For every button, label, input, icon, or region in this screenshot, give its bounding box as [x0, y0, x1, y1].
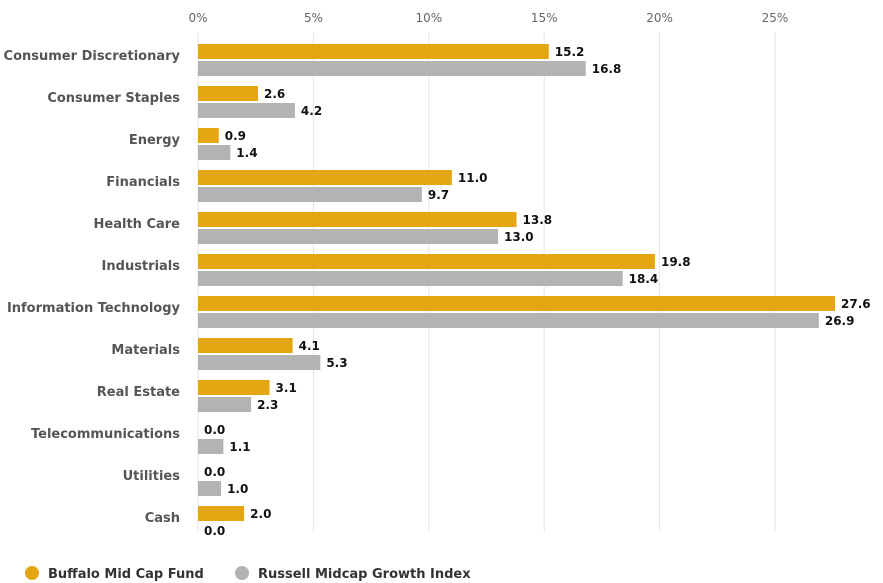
- bar-buffalo-mid-cap-fund-cash: [198, 506, 245, 521]
- legend-swatch-buffalo-mid-cap-fund: [25, 566, 39, 580]
- bar-russell-midcap-growth-index-information-technology: [198, 313, 819, 328]
- legend-label-russell-midcap-growth-index[interactable]: Russell Midcap Growth Index: [258, 567, 471, 582]
- data-label-russell-midcap-growth-index-consumer-staples: 4.2: [301, 104, 322, 118]
- category-label-industrials: Industrials: [102, 259, 181, 274]
- legend-swatch-russell-midcap-growth-index: [235, 566, 249, 580]
- category-label-materials: Materials: [111, 343, 180, 358]
- bar-russell-midcap-growth-index-consumer-staples: [198, 103, 295, 118]
- data-label-buffalo-mid-cap-fund-utilities: 0.0: [204, 465, 225, 479]
- bar-buffalo-mid-cap-fund-information-technology: [198, 296, 835, 311]
- data-label-buffalo-mid-cap-fund-consumer-staples: 2.6: [264, 87, 285, 101]
- data-label-buffalo-mid-cap-fund-information-technology: 27.6: [841, 297, 871, 311]
- bar-russell-midcap-growth-index-financials: [198, 187, 422, 202]
- bar-buffalo-mid-cap-fund-health-care: [198, 212, 517, 227]
- data-label-buffalo-mid-cap-fund-real-estate: 3.1: [276, 381, 297, 395]
- bars: [198, 44, 835, 521]
- data-label-buffalo-mid-cap-fund-cash: 2.0: [250, 507, 271, 521]
- category-label-consumer-staples: Consumer Staples: [47, 91, 180, 106]
- bar-russell-midcap-growth-index-health-care: [198, 229, 499, 244]
- bar-buffalo-mid-cap-fund-financials: [198, 170, 452, 185]
- data-label-russell-midcap-growth-index-utilities: 1.0: [227, 482, 248, 496]
- data-label-russell-midcap-growth-index-energy: 1.4: [236, 146, 257, 160]
- bar-russell-midcap-growth-index-energy: [198, 145, 231, 160]
- bar-buffalo-mid-cap-fund-real-estate: [198, 380, 270, 395]
- category-axis: Consumer Discretionary Consumer Staples En…: [4, 49, 181, 526]
- legend: Buffalo Mid Cap Fund Russell Midcap Growt…: [25, 566, 471, 582]
- data-label-buffalo-mid-cap-fund-financials: 11.0: [458, 171, 488, 185]
- bar-buffalo-mid-cap-fund-energy: [198, 128, 219, 143]
- category-label-energy: Energy: [129, 133, 181, 148]
- data-label-buffalo-mid-cap-fund-consumer-discretionary: 15.2: [555, 45, 585, 59]
- data-label-russell-midcap-growth-index-health-care: 13.0: [504, 230, 534, 244]
- category-label-consumer-discretionary: Consumer Discretionary: [4, 49, 181, 64]
- value-axis: 0% 5% 10% 15% 20% 25%: [188, 11, 788, 25]
- category-label-information-technology: Information Technology: [7, 301, 181, 316]
- data-label-buffalo-mid-cap-fund-telecommunications: 0.0: [204, 423, 225, 437]
- category-label-utilities: Utilities: [123, 469, 181, 484]
- category-label-financials: Financials: [106, 175, 180, 190]
- data-label-buffalo-mid-cap-fund-materials: 4.1: [299, 339, 320, 353]
- data-label-russell-midcap-growth-index-consumer-discretionary: 16.8: [592, 62, 622, 76]
- bar-russell-midcap-growth-index-utilities: [198, 481, 222, 496]
- category-label-telecommunications: Telecommunications: [31, 427, 180, 442]
- tick-label-0: 0%: [188, 11, 207, 25]
- data-label-russell-midcap-growth-index-real-estate: 2.3: [257, 398, 278, 412]
- data-label-russell-midcap-growth-index-telecommunications: 1.1: [229, 440, 250, 454]
- category-label-cash: Cash: [145, 511, 180, 526]
- bar-russell-midcap-growth-index-materials: [198, 355, 321, 370]
- tick-label-15: 15%: [531, 11, 558, 25]
- legend-label-buffalo-mid-cap-fund[interactable]: Buffalo Mid Cap Fund: [48, 567, 204, 582]
- tick-label-20: 20%: [646, 11, 673, 25]
- bar-buffalo-mid-cap-fund-industrials: [198, 254, 655, 269]
- data-label-buffalo-mid-cap-fund-health-care: 13.8: [523, 213, 553, 227]
- data-label-russell-midcap-growth-index-materials: 5.3: [326, 356, 347, 370]
- bar-russell-midcap-growth-index-telecommunications: [198, 439, 224, 454]
- bar-russell-midcap-growth-index-industrials: [198, 271, 623, 286]
- bar-russell-midcap-growth-index-consumer-discretionary: [198, 61, 586, 76]
- data-label-buffalo-mid-cap-fund-industrials: 19.8: [661, 255, 691, 269]
- category-label-health-care: Health Care: [94, 217, 181, 232]
- data-labels: 15.2 2.6 0.9 11.0 13.8 19.8 27.6 4.1 3.1 0.0 0.0 2.…: [204, 45, 871, 538]
- bar-buffalo-mid-cap-fund-consumer-discretionary: [198, 44, 549, 59]
- data-label-russell-midcap-growth-index-industrials: 18.4: [629, 272, 659, 286]
- bar-buffalo-mid-cap-fund-materials: [198, 338, 293, 353]
- tick-label-25: 25%: [762, 11, 789, 25]
- data-label-russell-midcap-growth-index-information-technology: 26.9: [825, 314, 855, 328]
- category-label-real-estate: Real Estate: [97, 385, 180, 400]
- tick-label-5: 5%: [304, 11, 323, 25]
- bar-buffalo-mid-cap-fund-consumer-staples: [198, 86, 259, 101]
- bar-russell-midcap-growth-index-real-estate: [198, 397, 252, 412]
- data-label-buffalo-mid-cap-fund-energy: 0.9: [225, 129, 246, 143]
- tick-label-10: 10%: [415, 11, 442, 25]
- data-label-russell-midcap-growth-index-financials: 9.7: [428, 188, 449, 202]
- data-label-russell-midcap-growth-index-cash: 0.0: [204, 524, 225, 538]
